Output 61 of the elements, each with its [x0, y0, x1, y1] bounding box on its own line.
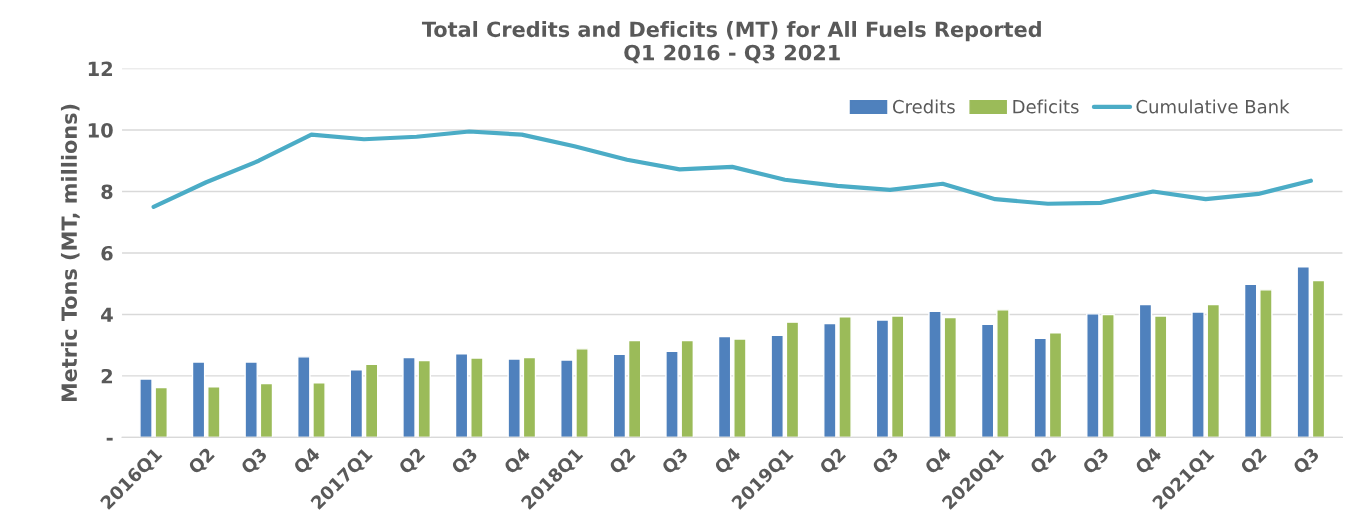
- bar: [1259, 289, 1273, 438]
- bar: [996, 309, 1010, 438]
- bar: [349, 369, 364, 438]
- x-tick-label: Q3: [1292, 446, 1322, 477]
- x-tick-label: Q2: [187, 447, 217, 477]
- x-tick-label: Q3: [239, 446, 270, 477]
- bar: [785, 321, 800, 438]
- x-tick-label: Q3: [660, 446, 691, 477]
- y-tick-label: -: [106, 437, 113, 441]
- bar: [244, 361, 258, 438]
- legend-label: Deficits: [1013, 99, 1079, 114]
- line-series: [151, 129, 1313, 209]
- legend-label: Cumulative Bank: [1136, 99, 1290, 114]
- bar: [733, 338, 747, 438]
- bar: [680, 339, 695, 438]
- bar: [1033, 337, 1047, 438]
- y-tick-label: 8: [101, 184, 113, 200]
- x-tick-label: Q2: [1028, 447, 1059, 477]
- bar: [259, 382, 274, 438]
- bar: [890, 315, 905, 438]
- y-tick-label: 12: [88, 61, 113, 76]
- x-tick-label: Q2: [1239, 447, 1269, 477]
- bar: [612, 353, 627, 438]
- chart-title: Total Credits and Deficits (MT) for All Fuels Reported Q1 2016 - Q3 2021: [421, 21, 1041, 64]
- bar: [627, 339, 642, 438]
- y-tick-label: 6: [101, 245, 113, 261]
- bar: [1153, 315, 1168, 438]
- bar: [875, 319, 890, 438]
- y-axis-title: Metric Tons (MT, millions): [60, 104, 80, 402]
- bar: [191, 361, 206, 438]
- bar: [1191, 311, 1205, 438]
- bar: [943, 316, 958, 438]
- bar: [928, 310, 942, 438]
- bar: [1296, 266, 1310, 438]
- bar: [1243, 283, 1258, 438]
- bar: [770, 334, 784, 438]
- bar: [980, 323, 995, 438]
- y-tick-label: 10: [88, 122, 113, 138]
- y-tick-label: 2: [101, 368, 113, 384]
- legend-label: Credits: [893, 99, 955, 114]
- bar: [207, 385, 221, 438]
- bar: [417, 359, 431, 438]
- bar: [454, 353, 469, 438]
- bar: [1048, 332, 1063, 438]
- bar: [402, 356, 416, 438]
- y-tick-label: 4: [101, 307, 113, 322]
- bar: [717, 335, 732, 438]
- bar: [470, 357, 484, 438]
- bar: [507, 358, 521, 438]
- x-tick-label: Q3: [871, 446, 901, 477]
- x-tick-label: Q2: [818, 447, 848, 477]
- bar: [364, 363, 379, 438]
- bar: [1138, 303, 1153, 438]
- x-tick-label: Q2: [608, 447, 638, 477]
- bar: [1311, 279, 1326, 438]
- bar: [522, 356, 537, 438]
- x-tick-label: Q3: [1081, 446, 1112, 477]
- bar: [665, 350, 679, 438]
- bar: [1206, 303, 1221, 438]
- x-tick-label: Q2: [397, 447, 428, 477]
- x-tick-label: Q3: [450, 446, 480, 477]
